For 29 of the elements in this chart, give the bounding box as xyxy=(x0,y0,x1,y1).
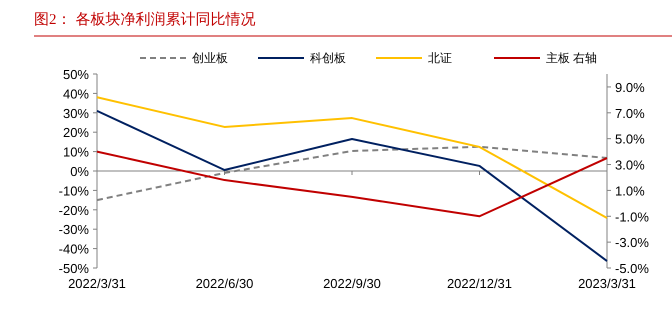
chart-title: 图2： 各板块净利润累计同比情况 xyxy=(34,11,256,28)
y2-tick-label: -3.0% xyxy=(615,235,650,250)
y-tick-label: 40% xyxy=(62,86,90,102)
x-tick-label: 2022/6/30 xyxy=(196,276,254,291)
y2-tick-label: 5.0% xyxy=(615,132,646,147)
y-tick-label: 0% xyxy=(70,164,90,179)
y2-tick-label: -1.0% xyxy=(615,209,650,224)
y-tick-label: -30% xyxy=(58,222,90,238)
x-tick-label: 2022/9/30 xyxy=(323,276,381,291)
x-tick-label: 2023/3/31 xyxy=(578,276,636,291)
y-tick-label: 50% xyxy=(62,67,90,82)
y-tick-label: -50% xyxy=(58,261,90,276)
legend-label: 北证 xyxy=(428,51,452,65)
y2-tick-label: 9.0% xyxy=(615,80,646,95)
legend-label: 主板 右轴 xyxy=(546,51,597,65)
y-tick-label: 20% xyxy=(62,125,90,140)
y-tick-label: 10% xyxy=(62,144,90,160)
y2-tick-label: -5.0% xyxy=(615,261,650,276)
y-tick-label: 30% xyxy=(62,106,90,121)
y2-tick-label: 1.0% xyxy=(615,183,646,198)
y-tick-label: -10% xyxy=(58,183,90,198)
legend-label: 创业板 xyxy=(192,51,228,65)
legend-label: 科创板 xyxy=(310,51,346,65)
y2-tick-label: 3.0% xyxy=(615,158,646,173)
y-tick-label: -40% xyxy=(58,242,90,257)
x-tick-label: 2022/3/31 xyxy=(68,276,126,291)
y2-tick-label: 7.0% xyxy=(615,106,646,121)
x-tick-label: 2022/12/31 xyxy=(446,276,512,291)
y-tick-label: -20% xyxy=(58,202,90,218)
